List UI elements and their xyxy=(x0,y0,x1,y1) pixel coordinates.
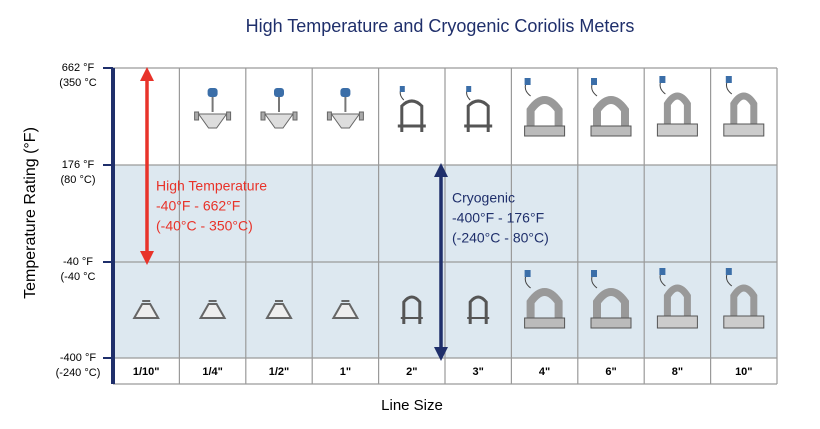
y-label-f: -400 °F xyxy=(60,352,96,364)
title: High Temperature and Cryogenic Coriolis … xyxy=(246,16,635,36)
meter-icon xyxy=(326,87,365,129)
category-label: 10" xyxy=(735,366,752,378)
meter-icon xyxy=(657,76,697,136)
y-label-f: -40 °F xyxy=(63,256,93,268)
category-label: 8" xyxy=(672,366,683,378)
meter-icon xyxy=(396,84,428,134)
annotation-line: (-40°C - 350°C) xyxy=(156,218,253,234)
meter-icon xyxy=(525,78,565,136)
annotation-line: High Temperature xyxy=(156,178,267,194)
category-label: 1" xyxy=(340,366,351,378)
meter-icon xyxy=(462,84,494,134)
y-label-c: (-240 °C) xyxy=(56,367,101,379)
y-label-c: (80 °C) xyxy=(61,174,96,186)
category-label: 4" xyxy=(539,366,550,378)
y-label-c: (350 °C xyxy=(59,77,96,89)
category-label: 2" xyxy=(406,366,417,378)
meter-icon xyxy=(591,78,631,136)
x-axis-label: Line Size xyxy=(381,397,443,414)
y-label-c: (-40 °C xyxy=(61,271,96,283)
annotation-line: Cryogenic xyxy=(452,190,515,206)
category-label: 6" xyxy=(605,366,616,378)
category-label: 1/4" xyxy=(202,366,223,378)
category-label: 1/2" xyxy=(269,366,290,378)
annotation-line: -40°F - 662°F xyxy=(156,198,240,214)
y-label-f: 176 °F xyxy=(62,159,95,171)
y-label-f: 662 °F xyxy=(62,62,95,74)
meter-icon xyxy=(260,87,298,129)
y-axis-label: Temperature Rating (°F) xyxy=(22,127,39,299)
meter-icon xyxy=(724,76,764,136)
category-label: 3" xyxy=(473,366,484,378)
annotation-line: (-240°C - 80°C) xyxy=(452,230,549,246)
category-label: 1/10" xyxy=(133,366,160,378)
meter-icon xyxy=(193,87,232,129)
annotation-line: -400°F - 176°F xyxy=(452,210,544,226)
